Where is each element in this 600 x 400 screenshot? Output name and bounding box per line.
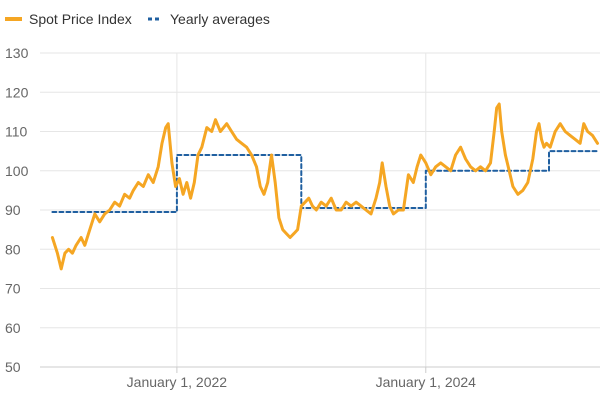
series-line-yearly-averages xyxy=(51,150,599,213)
y-tick-label-50: 50 xyxy=(5,359,21,375)
y-tick-label-130: 130 xyxy=(5,45,29,61)
legend-label-spot-price-index: Spot Price Index xyxy=(29,11,132,27)
series-layer xyxy=(50,102,599,271)
y-tick-label-70: 70 xyxy=(5,281,21,297)
legend-label-yearly-averages: Yearly averages xyxy=(170,11,270,27)
y-tick-label-90: 90 xyxy=(5,202,21,218)
axes: 50 60 70 80 90 100 110 120 130 January 1, 2022 Jan… xyxy=(5,45,600,390)
y-tick-label-100: 100 xyxy=(5,163,29,179)
y-tick-label-80: 80 xyxy=(5,241,21,257)
y-tick-label-60: 60 xyxy=(5,320,21,336)
y-tick-label-110: 110 xyxy=(5,124,28,140)
x-tick-label-1: January 1, 2024 xyxy=(376,374,477,390)
series-line-spot-price-index xyxy=(50,102,599,271)
gridlines xyxy=(40,52,600,367)
legend: Spot Price Index Yearly averages xyxy=(5,11,270,27)
x-tick-label-0: January 1, 2022 xyxy=(127,374,228,390)
y-tick-label-120: 120 xyxy=(5,84,29,100)
